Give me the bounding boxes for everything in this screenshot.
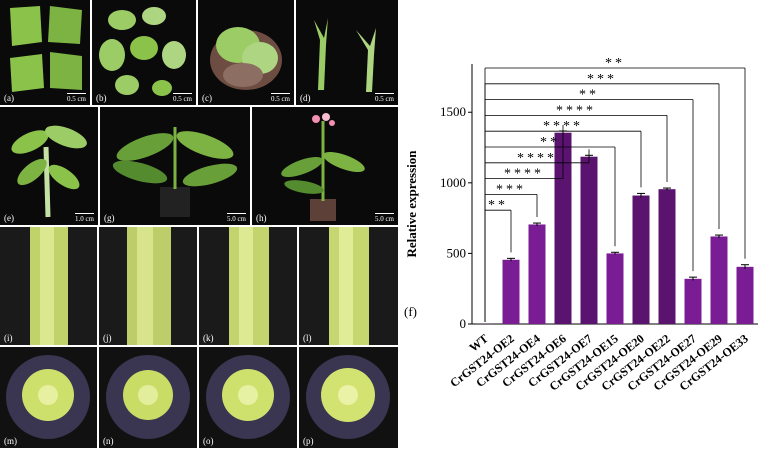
flowering-plant-image <box>252 107 398 225</box>
stem-cross-section-image <box>299 347 398 448</box>
panel-label: (p) <box>303 436 314 446</box>
bar <box>607 253 624 324</box>
photo-panel-p: (p) <box>299 347 398 448</box>
stem-cross-section-image <box>0 347 97 448</box>
potted-plant-image <box>100 107 250 225</box>
bar <box>633 196 650 324</box>
scale-bar: 0.5 cm <box>173 93 192 103</box>
panel-label: (c) <box>202 93 212 103</box>
scale-bar: 0.5 cm <box>67 93 86 103</box>
stem-cross-section-image <box>199 347 297 448</box>
photo-panel-c: (c) 0.5 cm <box>198 0 294 105</box>
panel-label: (a) <box>4 93 14 103</box>
significance-stars: *** <box>496 182 526 197</box>
panel-label: (d) <box>300 93 311 103</box>
photo-panel-b: (b) 0.5 cm <box>92 0 196 105</box>
bar <box>659 189 676 324</box>
significance-stars: ** <box>579 88 599 103</box>
stem-closeup-image <box>0 227 97 345</box>
shoot-sprouts-image <box>296 0 398 105</box>
stem-closeup-image <box>299 227 398 345</box>
photo-panel-o: (o) <box>199 347 297 448</box>
stem-cross-section-image <box>99 347 197 448</box>
significance-stars: *** <box>587 72 617 87</box>
photo-grid: (a) 0.5 cm (b) 0.5 cm (c) 0.5 cm ( <box>0 0 398 448</box>
panel-label: (m) <box>4 436 17 446</box>
callus-leaves-image <box>92 0 196 105</box>
scale-bar: 1.0 cm <box>75 213 94 223</box>
stem-closeup-image <box>99 227 197 345</box>
panel-label: (k) <box>203 333 214 343</box>
photo-panel-i: (i) <box>0 227 97 345</box>
significance-stars: ** <box>540 135 560 150</box>
panel-label: (n) <box>103 436 114 446</box>
y-tick-label: 1000 <box>440 175 466 190</box>
bar <box>737 267 754 324</box>
stem-closeup-image <box>199 227 297 345</box>
scale-bar: 0.5 cm <box>271 93 290 103</box>
chart-panel-label: (f) <box>404 304 417 319</box>
y-axis-label: Relative expression <box>404 150 419 258</box>
panel-label: (i) <box>4 333 13 343</box>
significance-stars: **** <box>556 103 596 118</box>
rooted-plantlet-image <box>0 107 98 225</box>
bar <box>529 224 546 324</box>
photo-panel-g: (g) 5.0 cm <box>100 107 250 225</box>
scale-bar: 5.0 cm <box>227 213 246 223</box>
photo-panel-h: (h) 5.0 cm <box>252 107 398 225</box>
y-tick-label: 500 <box>447 245 467 260</box>
panel-label: (j) <box>103 333 112 343</box>
panel-label: (l) <box>303 333 312 343</box>
y-tick-label: 1500 <box>440 104 466 119</box>
photo-panel-d: (d) 0.5 cm <box>296 0 398 105</box>
photo-panel-e: (e) 1.0 cm <box>0 107 98 225</box>
significance-stars: ** <box>488 198 508 213</box>
panel-label: (b) <box>96 93 107 103</box>
photo-panel-k: (k) <box>199 227 297 345</box>
leaf-explants-image <box>0 0 90 105</box>
significance-stars: ** <box>605 56 625 71</box>
significance-stars: **** <box>517 151 557 166</box>
shoot-cluster-image <box>198 0 294 105</box>
bar <box>711 236 728 324</box>
photo-panel-j: (j) <box>99 227 197 345</box>
panel-label: (o) <box>203 436 214 446</box>
y-tick-label: 0 <box>460 316 467 331</box>
scale-bar: 0.5 cm <box>375 93 394 103</box>
panel-label: (e) <box>4 213 14 223</box>
panel-label: (g) <box>104 213 115 223</box>
bar <box>685 279 702 324</box>
photo-panel-m: (m) <box>0 347 97 448</box>
bar <box>581 157 598 324</box>
significance-stars: **** <box>504 167 544 182</box>
photo-panel-n: (n) <box>99 347 197 448</box>
bar <box>503 260 520 324</box>
photo-panel-l: (l) <box>299 227 398 345</box>
photo-panel-a: (a) 0.5 cm <box>0 0 90 105</box>
scale-bar: 5.0 cm <box>375 213 394 223</box>
panel-label: (h) <box>256 213 267 223</box>
